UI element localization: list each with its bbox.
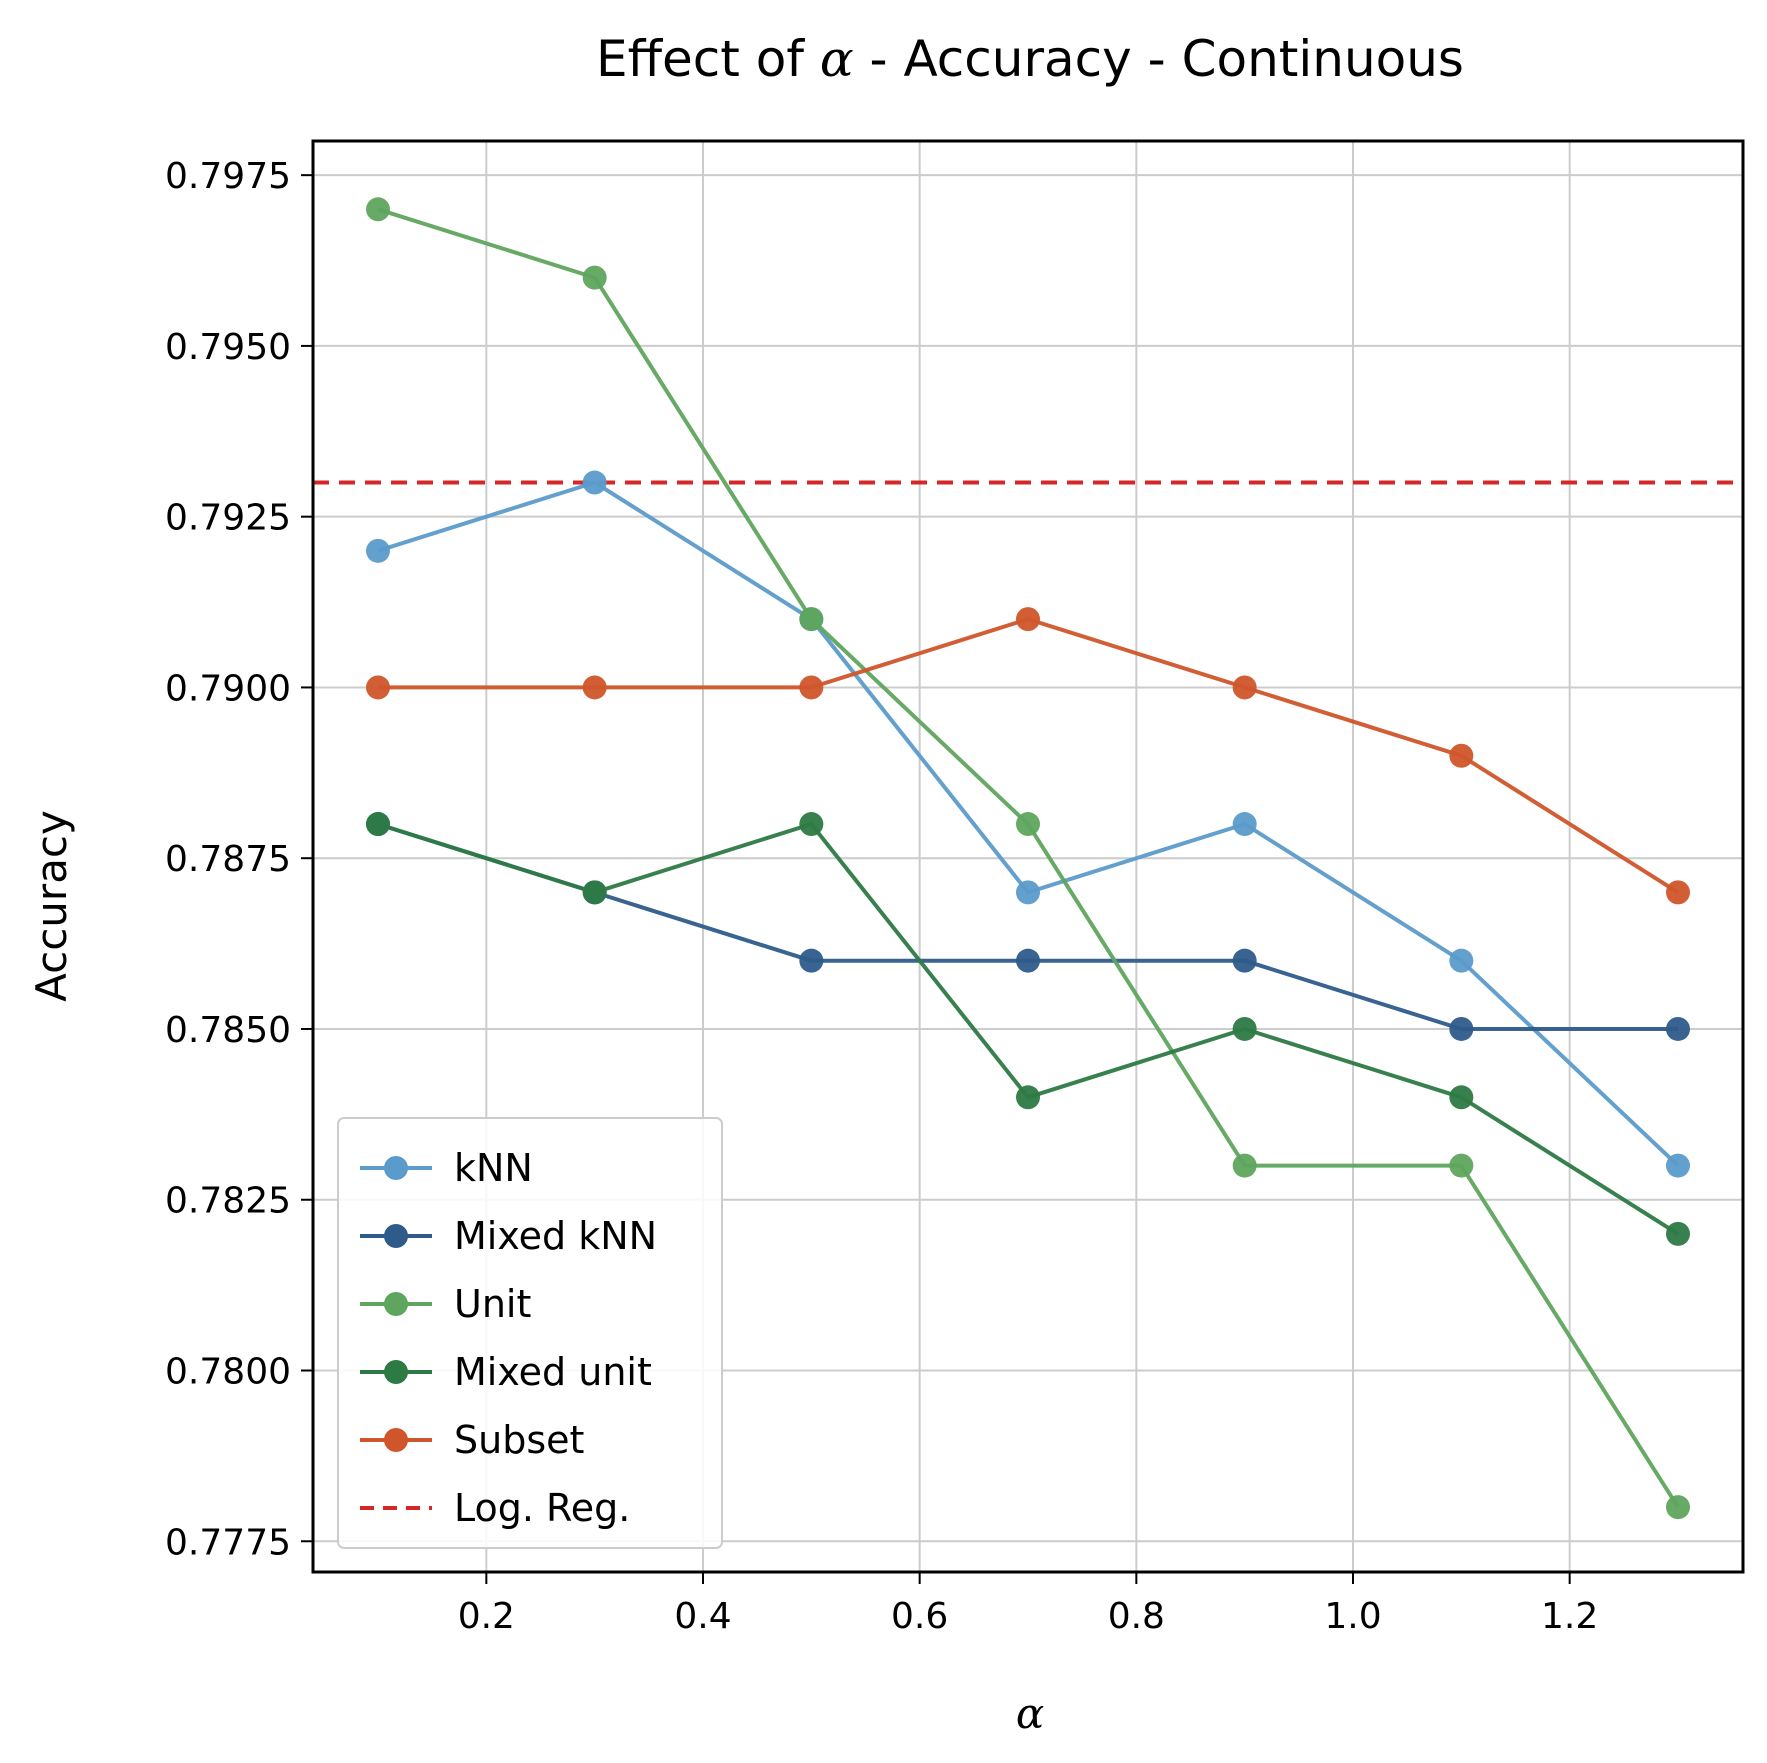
legend-label: Mixed unit [454, 1350, 652, 1394]
data-point-mixed-knn [1449, 1016, 1474, 1041]
series-unit [366, 197, 1690, 1520]
data-point-mixed-unit [1666, 1221, 1690, 1246]
data-point-unit [1666, 1495, 1690, 1520]
data-point-unit [1016, 812, 1040, 837]
legend-label: kNN [454, 1146, 533, 1190]
legend-item-subset: Subset [360, 1418, 584, 1462]
legend-label: Log. Reg. [454, 1486, 630, 1530]
data-point-subset [1232, 675, 1257, 700]
y-tick-label: 0.7875 [165, 839, 291, 880]
y-tick-label: 0.7975 [165, 156, 291, 197]
series-mixed-unit [366, 812, 1690, 1246]
data-point-knn [1666, 1153, 1690, 1178]
legend-marker [384, 1292, 408, 1316]
legend-label: Subset [454, 1418, 584, 1462]
x-tick-label: 0.4 [674, 1596, 731, 1637]
chart-title: Effect of α - Accuracy - Continuous [596, 30, 1464, 88]
legend-item-knn: kNN [360, 1146, 533, 1190]
data-point-subset [1449, 743, 1474, 768]
data-point-knn [1449, 948, 1474, 973]
y-tick-label: 0.7950 [165, 327, 291, 368]
data-point-mixed-unit [582, 880, 607, 905]
legend-marker [384, 1428, 408, 1452]
data-point-knn [366, 538, 390, 563]
x-tick-label: 0.2 [458, 1596, 515, 1637]
legend-marker [384, 1360, 408, 1384]
data-point-unit [582, 265, 607, 290]
y-tick-label: 0.7800 [165, 1351, 291, 1392]
x-tick-label: 0.8 [1108, 1596, 1165, 1637]
legend-box [337, 1117, 723, 1549]
data-point-unit [1449, 1153, 1474, 1178]
data-point-mixed-unit [366, 812, 390, 837]
series-layer [366, 197, 1690, 1520]
data-point-knn [582, 470, 607, 495]
y-tick-label: 0.7850 [165, 1010, 291, 1051]
data-point-mixed-knn [799, 948, 824, 973]
legend-item-mixed-unit: Mixed unit [360, 1350, 652, 1394]
data-point-mixed-unit [1232, 1016, 1257, 1041]
y-axis-ticks: 0.7775 0.7800 0.7825 0.7850 0.7875 0.7900 0.79… [165, 156, 313, 1563]
x-tick-label: 1.0 [1324, 1596, 1381, 1637]
x-axis-title: α [1016, 1689, 1044, 1738]
y-tick-label: 0.7925 [165, 498, 291, 539]
data-point-unit [799, 607, 824, 632]
legend-item-unit: Unit [360, 1282, 531, 1326]
data-point-mixed-unit [1449, 1085, 1474, 1110]
legend-label: Unit [454, 1282, 531, 1326]
y-tick-label: 0.7775 [165, 1522, 291, 1563]
series-subset [366, 607, 1690, 905]
legend-item-log-reg: Log. Reg. [360, 1486, 630, 1530]
series-knn [366, 470, 1690, 1178]
x-axis-ticks: 0.2 0.4 0.6 0.8 1.0 1.2 [458, 1572, 1598, 1637]
data-point-unit [1232, 1153, 1257, 1178]
data-point-mixed-unit [799, 812, 824, 837]
data-point-knn [1232, 812, 1257, 837]
legend-label: Mixed kNN [454, 1214, 657, 1258]
data-point-subset [1666, 880, 1690, 905]
data-point-mixed-knn [1016, 948, 1040, 973]
data-point-mixed-knn [1232, 948, 1257, 973]
plot-frame [311, 139, 1745, 1574]
legend-item-mixed-knn: Mixed kNN [360, 1214, 657, 1258]
data-point-subset [582, 675, 607, 700]
data-point-mixed-knn [1666, 1016, 1690, 1041]
data-point-subset [799, 675, 824, 700]
x-tick-label: 1.2 [1541, 1596, 1598, 1637]
legend-marker [384, 1224, 408, 1248]
data-point-subset [366, 675, 390, 700]
data-point-mixed-unit [1016, 1085, 1040, 1110]
y-axis-title: Accuracy [27, 810, 76, 1002]
data-point-knn [1016, 880, 1040, 905]
legend-marker [384, 1156, 408, 1180]
data-point-subset [1016, 607, 1040, 632]
x-tick-label: 0.6 [891, 1596, 948, 1637]
y-tick-label: 0.7900 [165, 668, 291, 709]
legend-items: kNN Mixed kNN Unit Mixed unit Subset Log. Reg… [360, 1146, 657, 1530]
y-tick-label: 0.7825 [165, 1181, 291, 1222]
data-point-unit [366, 197, 390, 222]
legend: kNN Mixed kNN Unit Mixed unit Subset Log. Reg… [337, 1117, 723, 1549]
